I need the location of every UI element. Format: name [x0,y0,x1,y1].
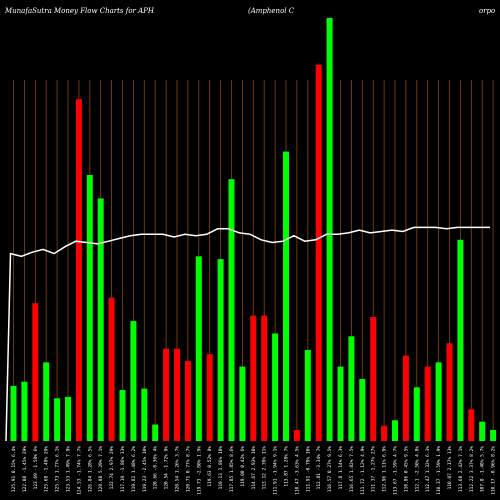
bar [490,430,497,441]
x-tick-label: 123.53 1.49% 7.9% [66,446,72,492]
bar [272,333,279,441]
x-tick-label: 110.47 -3.63% 4.5% [294,446,300,495]
chart-title: MunafaSutra Money Flow Charts for APH [4,7,155,15]
bar [304,350,311,441]
bar [392,420,398,441]
x-tick-label: 111.91 -0.79% 10% [305,446,311,492]
x-tick-label: 117.85 1.85% 8.6% [229,446,235,492]
x-tick-label: 112.81 -3.34% 7% [316,446,322,490]
bar [402,355,409,441]
x-tick-label: 117.8 1.14% 6.3% [338,446,344,490]
bar [370,317,377,441]
x-tick-label: 128.88 5.29% 7.1% [98,446,104,492]
bar [195,256,202,441]
x-tick-label: 125.73 1.77% 6.1% [55,446,61,492]
x-tick-label: 117.19 -1.86% 13% [120,446,126,492]
x-tick-label: 112.96 1.11% 6.9% [382,446,388,492]
bar [75,99,82,441]
bar [359,379,366,441]
x-tick-label: 122.08 -1.45% 29% [22,446,28,492]
x-tick-label: 110.17 -0.96% 8.2% [491,446,497,495]
bar [413,387,420,441]
bar [326,17,333,442]
bar [108,297,115,441]
bar [119,390,126,441]
x-tick-label: 113.67 -1.59% 4.7% [393,446,399,495]
x-tick-label: 112.1 -2.50% 4.8% [414,446,420,492]
x-tick-label: 125.91 0.15% 6.4% [11,446,17,492]
x-tick-label: 111.72 -1.12% 4.9% [360,446,366,495]
bar [184,361,191,441]
x-tick-label: 112.22 3.37% 8.2% [469,446,475,492]
x-tick-label: 122.74 2.97% 29% [109,446,115,490]
x-tick-label: 125.68 -1.48% 29% [44,446,50,492]
bars [10,17,497,442]
bar [97,198,104,441]
x-tick-label: 113.87 1.28% 7% [284,446,290,487]
bar [43,362,50,441]
bar [468,409,475,441]
chart-subtitle: (Amphenol C [248,7,295,15]
x-tick-label: 114.67 2.93% 10% [251,446,257,490]
bar [32,303,39,441]
bar [141,388,148,441]
x-tick-label: 120.71 0.77% 8.7% [185,446,191,492]
x-tick-label: 113.12 2.39% 11% [262,446,268,490]
x-tick-label: 120.66 -0.36% 4% [153,446,159,490]
x-tick-label: 126.84 1.28% 6.5% [87,446,93,492]
x-tick-label: 119.63 0.52% 8% [207,446,213,487]
x-tick-label: 107.8 -1.40% 5.7% [480,446,486,492]
bar [457,239,464,441]
x-tick-label: 119.08 0.42% 6% [240,446,246,487]
x-tick-label: 113.68 2.42% 7.1% [458,446,464,492]
x-tick-label: 119.73 -2.80% 1.9% [196,446,202,495]
bar [174,348,180,441]
bar [283,151,289,441]
x-tick-label: 119.81 1.48% 6.2% [131,446,137,492]
bar [239,366,246,441]
bar [163,348,170,441]
bar [348,336,355,441]
bar [206,354,213,441]
x-tick-label: 116.57 0.27% 9.5% [327,446,333,492]
bar [337,366,344,441]
chart-subtitle-end: orpo [479,7,495,15]
x-tick-label: 110.86 0.45% 9.5% [403,446,409,492]
bar [21,381,28,441]
bar [293,430,300,441]
x-tick-label: 111.37 -1.27% 27% [371,446,377,492]
x-tick-label: 119.13 1.86% 18% [218,446,224,490]
x-tick-label: 111.91 -1.94% 9.1% [273,446,279,495]
bar [10,385,17,441]
bar [446,343,453,441]
x-tick-labels: 125.91 0.15% 6.4% 122.08 -1.45% 29% 123.69… [11,446,497,495]
x-tick-label: 110.37 -1.59% 1.9% [436,446,442,495]
bar [315,64,322,442]
x-tick-label: 116.65 1.82% 7.5% [349,446,355,492]
bar [228,179,235,441]
money-flow-line [5,226,491,442]
x-tick-label: 120.54 -1.72% 9% [164,446,170,490]
x-tick-label: 123.69 -1.58% 6% [33,446,39,490]
bar [130,321,137,441]
bar [65,396,71,441]
bar [54,398,61,441]
bar [152,424,159,441]
bar [261,315,268,441]
x-tick-label: 110.07 2.17% 13% [447,446,453,490]
bar [86,175,93,441]
x-tick-label: 124.53 -1.74% 7.7% [76,446,82,495]
x-tick-label: 120.54 1.26% 3.7% [175,446,181,492]
x-tick-label: 119.23 -2.45% 10% [142,446,148,492]
bar [381,425,388,441]
bar [217,259,224,441]
bar [479,421,486,441]
x-tick-label: 112.47 1.32% 6.3% [425,446,431,492]
bar [250,315,257,441]
bar [424,366,431,441]
bar [435,362,442,441]
